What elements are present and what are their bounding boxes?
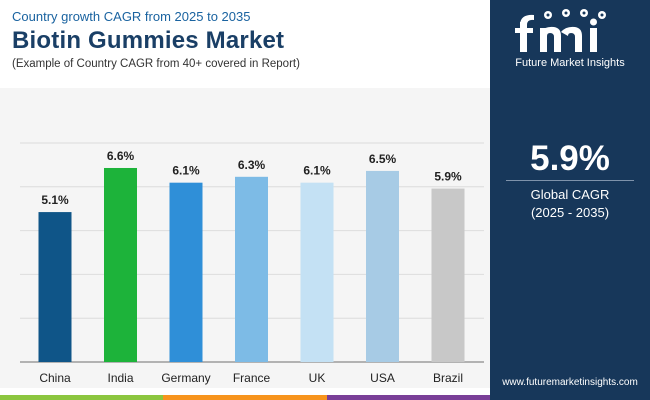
global-cagr-value: 5.9% (530, 139, 610, 178)
tick-label-china: China (39, 371, 71, 385)
tick-label-france: France (233, 371, 271, 385)
tick-label-uk: UK (309, 371, 326, 385)
data-label-germany: 6.1% (172, 164, 200, 178)
header: Country growth CAGR from 2025 to 2035 Bi… (0, 0, 490, 80)
data-label-brazil: 5.9% (434, 170, 462, 184)
website-link[interactable]: www.futuremarketinsights.com (502, 377, 638, 388)
tick-label-brazil: Brazil (433, 371, 463, 385)
data-label-china: 5.1% (41, 193, 69, 207)
bar-germany (169, 182, 203, 362)
data-label-france: 6.3% (238, 158, 266, 172)
chart-note: (Example of Country CAGR from 40+ covere… (12, 58, 300, 70)
bar-uk (300, 182, 334, 362)
global-cagr-label: Global CAGR (530, 187, 610, 202)
data-label-india: 6.6% (107, 149, 135, 163)
data-label-uk: 6.1% (303, 164, 331, 178)
bar-chart-svg: 5.1% China 6.6% India 6.1% Germany 6.3% France 6… (20, 142, 484, 385)
footer-segment-green (0, 395, 164, 400)
data-label-usa: 6.5% (369, 152, 397, 166)
tick-label-usa: USA (370, 371, 395, 385)
bar-china (38, 212, 72, 362)
sidebar-panel: Future Market Insights 5.9% Global CAGR … (490, 0, 650, 400)
bar-india (104, 167, 137, 362)
bar-chart: 5.1% China 6.6% India 6.1% Germany 6.3% France 6… (0, 88, 490, 388)
footer-segment-purple (326, 395, 490, 400)
bar-usa (366, 170, 399, 362)
bar-brazil (431, 188, 465, 362)
kpi-divider (506, 180, 634, 181)
chart-subtitle: Country growth CAGR from 2025 to 2035 (12, 9, 251, 24)
footer-color-bar (0, 395, 490, 400)
global-cagr-period: (2025 - 2035) (530, 205, 610, 220)
logo-text: Future Market Insights (515, 57, 625, 69)
chart-title: Biotin Gummies Market (12, 27, 285, 54)
tick-label-germany: Germany (161, 371, 210, 385)
tick-label-india: India (107, 371, 133, 385)
bar-france (235, 176, 268, 362)
footer-segment-orange (163, 395, 327, 400)
fmi-logo (515, 9, 606, 52)
